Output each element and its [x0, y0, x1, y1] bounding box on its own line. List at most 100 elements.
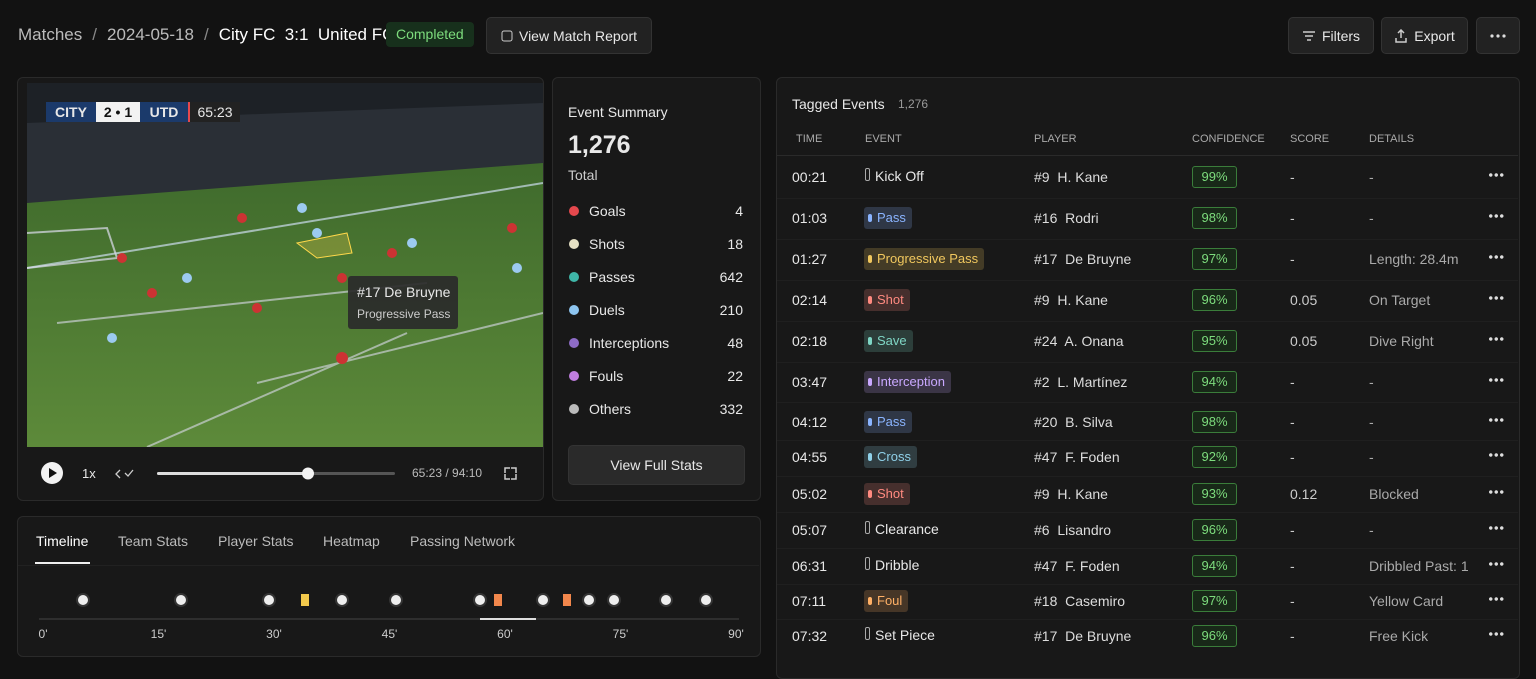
- legend-dot: [569, 404, 579, 414]
- event-plain: Clearance: [865, 521, 939, 537]
- confidence: 96%: [1192, 519, 1237, 541]
- timeline-card[interactable]: [494, 594, 502, 606]
- score: 0.05: [1290, 292, 1318, 308]
- event-name: Shot: [877, 486, 904, 501]
- score: -: [1290, 593, 1295, 609]
- row-menu[interactable]: [1488, 296, 1504, 300]
- event-name: Clearance: [875, 521, 939, 537]
- player: #17 De Bruyne: [1034, 251, 1132, 267]
- time: 04:12: [792, 414, 828, 430]
- time: 07:11: [792, 593, 826, 609]
- time: 05:02: [792, 486, 828, 502]
- timeline-tick: 30': [266, 627, 282, 641]
- report-button[interactable]: View Match Report: [486, 17, 652, 54]
- tag-icon: [865, 168, 870, 181]
- timeline-event[interactable]: [389, 593, 403, 607]
- timeline-card[interactable]: [563, 594, 571, 606]
- events-panel: [776, 77, 1520, 679]
- row-menu[interactable]: [1488, 632, 1504, 636]
- more-button[interactable]: [1476, 17, 1520, 54]
- details: -: [1369, 169, 1374, 185]
- summary-value: 4: [735, 203, 743, 219]
- tab[interactable]: Team Stats: [118, 533, 189, 549]
- breadcrumb: Matches / 2024-05-18 / City FC 3:1 United FC: [18, 25, 394, 45]
- row-menu[interactable]: [1488, 337, 1504, 341]
- tag-icon: [868, 490, 872, 498]
- details: -: [1369, 210, 1374, 226]
- player: #47 F. Foden: [1034, 558, 1120, 574]
- confidence: 98%: [1192, 207, 1237, 229]
- player: #6 Lisandro: [1034, 522, 1112, 538]
- event-name: Interception: [877, 374, 945, 389]
- row-menu[interactable]: [1488, 453, 1504, 457]
- tab[interactable]: Heatmap: [323, 533, 380, 549]
- score: -: [1290, 628, 1295, 644]
- event-name: Shot: [877, 292, 904, 307]
- crumb[interactable]: Matches: [18, 25, 83, 44]
- speed[interactable]: 1x: [82, 466, 96, 481]
- row-divider: [777, 475, 1518, 477]
- row-menu[interactable]: [1488, 255, 1504, 259]
- timeline-event[interactable]: [607, 593, 621, 607]
- details: On Target: [1369, 292, 1431, 308]
- confidence: 99%: [1192, 166, 1237, 188]
- time: 04:55: [792, 449, 828, 465]
- tag-icon: [865, 627, 870, 640]
- row-menu[interactable]: [1488, 378, 1504, 382]
- event-tag: Foul: [864, 590, 909, 612]
- timeline-event[interactable]: [262, 593, 276, 607]
- event-name: Dribble: [875, 557, 920, 573]
- row-divider: [777, 279, 1518, 281]
- timeline-event[interactable]: [335, 593, 349, 607]
- crumb[interactable]: 2024-05-18: [106, 25, 194, 44]
- event-name: Cross: [877, 449, 911, 464]
- timeline-event[interactable]: [76, 593, 90, 607]
- row-menu[interactable]: [1488, 490, 1504, 494]
- row-menu[interactable]: [1488, 526, 1504, 530]
- export-button[interactable]: Export: [1381, 17, 1468, 54]
- timeline-event[interactable]: [473, 593, 487, 607]
- tag-icon: [868, 597, 872, 605]
- tab[interactable]: Passing Network: [410, 533, 516, 549]
- event-tag: Shot: [864, 483, 910, 505]
- time: 03:47: [792, 374, 828, 390]
- timeline-card[interactable]: [301, 594, 309, 606]
- status-badge: Completed: [386, 22, 474, 47]
- event-tag: Pass: [864, 411, 912, 433]
- row-menu[interactable]: [1488, 597, 1504, 601]
- column-header: DETAILS: [1369, 133, 1415, 145]
- timeline-event[interactable]: [536, 593, 550, 607]
- tab[interactable]: Player Stats: [218, 533, 294, 549]
- summary-panel: [552, 77, 761, 501]
- filters-button[interactable]: Filters: [1288, 17, 1374, 54]
- player: #9 H. Kane: [1034, 486, 1108, 502]
- score: 0.12: [1290, 486, 1318, 502]
- row-menu[interactable]: [1488, 214, 1504, 218]
- tab[interactable]: Timeline: [36, 533, 89, 549]
- score: 0.05: [1290, 333, 1318, 349]
- confidence: 96%: [1192, 289, 1237, 311]
- timeline-event[interactable]: [174, 593, 188, 607]
- column-header: SCORE: [1290, 133, 1330, 145]
- timeline-event[interactable]: [699, 593, 713, 607]
- full-stats-button[interactable]: View Full Stats: [568, 445, 745, 485]
- row-menu[interactable]: [1488, 562, 1504, 566]
- row-divider: [777, 548, 1518, 549]
- details: Free Kick: [1369, 628, 1429, 644]
- legend-dot: [569, 338, 579, 348]
- event-tag: Progressive Pass: [864, 248, 985, 270]
- row-menu[interactable]: [1488, 173, 1504, 177]
- details: Dive Right: [1369, 333, 1434, 349]
- player: #47 F. Foden: [1034, 449, 1120, 465]
- time: 00:21: [792, 169, 828, 185]
- timeline-event[interactable]: [659, 593, 673, 607]
- row-menu[interactable]: [1488, 418, 1504, 422]
- confidence: 95%: [1192, 330, 1237, 352]
- summary-label: Shots: [589, 236, 625, 252]
- player: #16 Rodri: [1034, 210, 1099, 226]
- confidence: 97%: [1192, 590, 1237, 612]
- score: -: [1290, 414, 1295, 430]
- timeline-event[interactable]: [582, 593, 596, 607]
- events-count: 1,276: [898, 97, 929, 111]
- column-header: PLAYER: [1034, 133, 1077, 145]
